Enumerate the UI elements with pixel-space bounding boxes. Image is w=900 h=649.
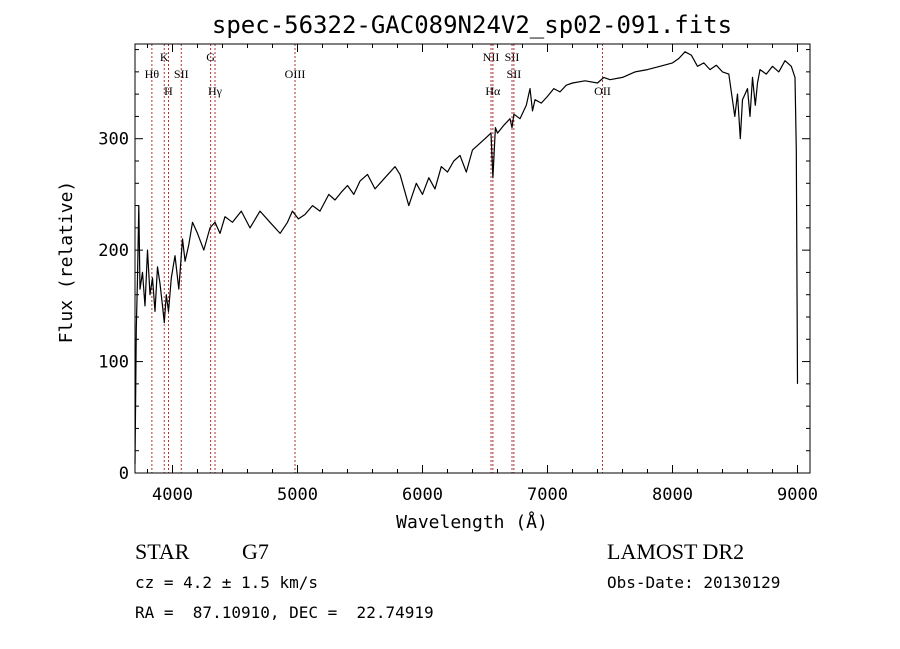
x-tick-label: 8000 [652,485,693,505]
spectral-line-label: Hθ [145,67,160,81]
chart-title: spec-56322-GAC089N24V2_sp02-091.fits [212,11,732,39]
spectral-line-label: SII [507,67,522,81]
y-tick-label: 100 [98,353,129,373]
y-tick-label: 300 [98,130,129,150]
redshift-velocity: cz = 4.2 ± 1.5 km/s [135,573,319,592]
x-axis-label: Wavelength (Å) [396,511,548,533]
spectral-line-label: K [160,50,169,64]
survey-name: LAMOST DR2 [607,539,745,564]
object-subclass: G7 [242,539,269,564]
plot-frame [134,43,811,474]
spectral-line-label: SII [174,67,189,81]
x-tick-label: 6000 [402,485,443,505]
x-axis-ticks: 4000 5000 6000 7000 8000 9000 [147,44,818,505]
spectral-line-label: Hα [485,84,501,98]
spectrum-line [134,51,799,465]
spectral-line-label: SII [505,50,520,64]
spectral-line-label: OIII [285,67,306,81]
x-tick-label: 7000 [527,485,568,505]
y-axis-label: Flux (relative) [56,181,77,344]
x-tick-label: 5000 [277,485,318,505]
sky-coordinates: RA = 87.10910, DEC = 22.74919 [135,603,434,622]
spectral-line-label: NII [483,50,500,64]
object-class: STAR [135,539,190,564]
spectral-line-label: Hγ [208,84,223,98]
spectral-line-label: G [206,50,215,64]
x-tick-label: 9000 [777,485,818,505]
y-axis-ticks: 0 100 200 300 [98,49,810,484]
x-tick-label: 4000 [152,485,193,505]
y-tick-label: 200 [98,241,129,261]
observation-date: Obs-Date: 20130129 [607,573,781,592]
spectral-line-label: OII [594,84,611,98]
y-tick-label: 0 [119,464,129,484]
spectral-line-label: H [164,84,173,98]
